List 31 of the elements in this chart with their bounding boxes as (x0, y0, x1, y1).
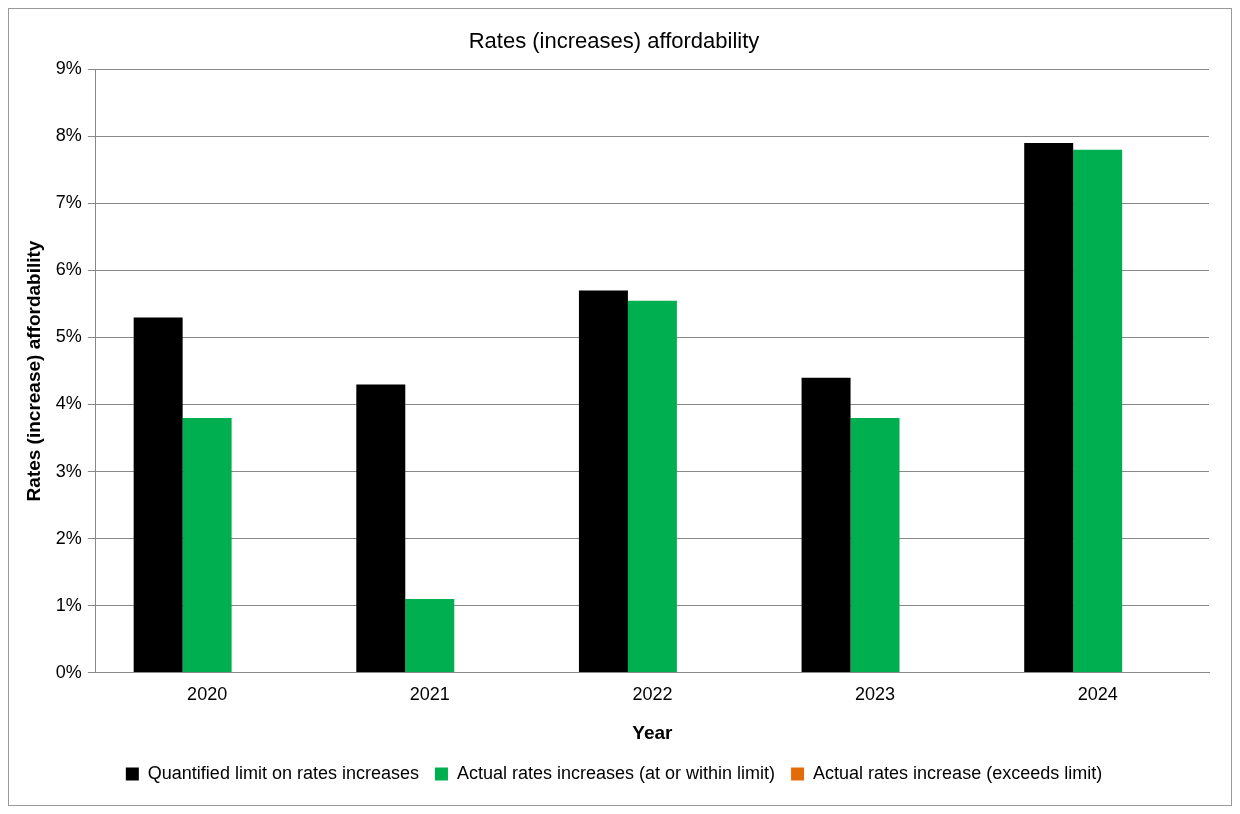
y-tick-label: 8% (55, 125, 82, 146)
x-tick-label: 2021 (409, 684, 450, 705)
bar (405, 598, 455, 673)
y-tick-label: 5% (55, 326, 82, 347)
legend-label: Actual rates increases (at or within limit) (456, 762, 776, 783)
bar (1024, 143, 1074, 673)
bar (1073, 149, 1123, 673)
y-tick-label: 0% (55, 661, 82, 682)
legend-label: Actual rates increase (exceeds limit) (813, 762, 1103, 783)
chart-title: Rates (increases) affordability (468, 28, 760, 54)
legend-label: Quantified limit on rates increases (147, 762, 419, 783)
bar (850, 417, 900, 673)
x-tick-label: 2024 (1077, 684, 1118, 705)
bar (356, 384, 406, 673)
x-tick-label: 2023 (855, 684, 896, 705)
x-axis-title: Year (632, 721, 674, 743)
x-tick-label: 2022 (632, 684, 673, 705)
bar (182, 417, 232, 673)
y-tick-label: 7% (55, 192, 82, 213)
bar (801, 377, 851, 673)
x-tick-label: 2020 (187, 684, 228, 705)
y-tick-label: 2% (55, 527, 82, 548)
y-tick-label: 1% (55, 594, 82, 615)
bar (627, 300, 677, 673)
y-axis-title: Rates (increase) affordability (22, 240, 44, 502)
y-tick-label: 9% (55, 58, 82, 79)
y-tick-label: 3% (55, 460, 82, 481)
y-tick-label: 4% (55, 393, 82, 414)
y-tick-label: 6% (55, 259, 82, 280)
bar (578, 290, 628, 673)
bar (133, 317, 183, 673)
